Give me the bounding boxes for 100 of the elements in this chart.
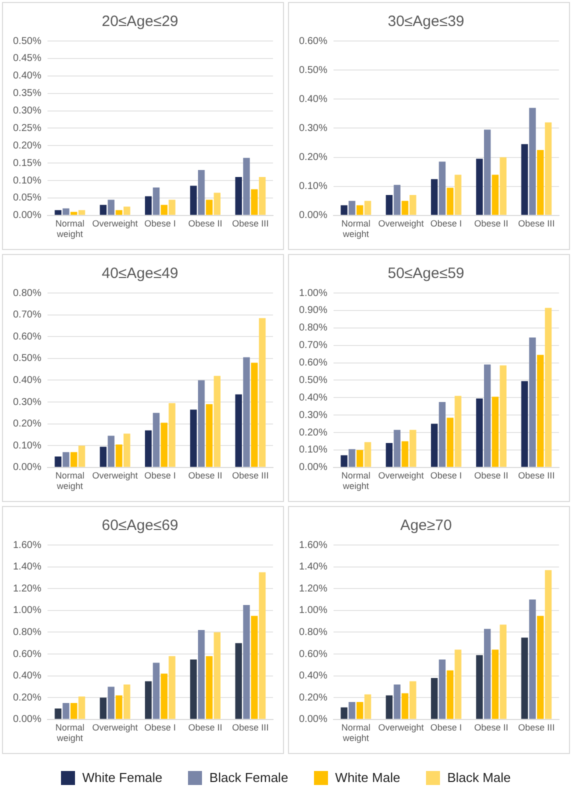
bar (537, 616, 544, 719)
x-tick-label: Obese III (232, 218, 269, 228)
bar (70, 452, 78, 467)
bar (190, 659, 197, 719)
x-tick-label: Normal weight (55, 218, 84, 240)
bar (243, 604, 250, 719)
bar (484, 628, 491, 719)
x-tick-label: Obese II (188, 722, 222, 732)
y-tick-label: 0.40% (298, 94, 328, 105)
bar (78, 210, 86, 215)
bar (235, 177, 242, 215)
bar (243, 158, 250, 215)
y-tick-label: 0.60% (298, 358, 328, 369)
bar (394, 184, 400, 215)
x-tick-label: Obese II (474, 722, 508, 732)
bar (356, 702, 364, 719)
chart-title: 20≤Age≤29 (102, 13, 178, 30)
bar (116, 444, 122, 467)
bar (152, 662, 160, 719)
y-tick-label: 0.15% (12, 158, 42, 169)
x-tick-label: Normal weight (341, 722, 370, 744)
y-tick-label: 0.20% (298, 427, 328, 438)
bar (78, 446, 86, 467)
x-tick-label: Normal weight (341, 470, 370, 492)
bar (168, 403, 176, 467)
x-tick-label: Overweight (92, 218, 138, 228)
y-tick-label: 0.40% (12, 70, 42, 82)
chart-title: 40≤Age≤49 (102, 265, 178, 282)
y-tick-label: 0.90% (298, 305, 328, 316)
bar (116, 695, 122, 719)
bar (160, 204, 168, 215)
bar (454, 650, 462, 719)
bar (258, 318, 266, 467)
y-tick-label: 0.40% (12, 374, 42, 386)
bar (386, 442, 393, 467)
y-tick-label: 0.50% (298, 374, 328, 386)
x-tick-label: Obese II (188, 218, 222, 228)
bar (70, 703, 78, 719)
y-tick-label: 0.40% (298, 670, 328, 682)
bar (124, 206, 130, 215)
x-tick-label: Obese I (430, 722, 462, 732)
y-tick-label: 0.45% (12, 53, 42, 64)
bar (206, 404, 213, 467)
bar (430, 424, 438, 467)
bar (251, 362, 258, 467)
y-tick-label: 0.00% (12, 714, 42, 726)
x-tick-label: Obese I (144, 218, 176, 228)
bar (521, 144, 528, 215)
bar (500, 157, 507, 215)
chart-title: 60≤Age≤69 (102, 517, 178, 534)
bar (484, 130, 491, 215)
y-tick-label: 1.40% (298, 562, 328, 573)
y-tick-label: 0.50% (298, 64, 328, 76)
x-tick-label: Overweight (92, 722, 138, 732)
bar (168, 656, 176, 719)
bar (529, 108, 536, 215)
bar (410, 430, 416, 467)
y-tick-label: 0.50% (12, 36, 42, 47)
y-tick-label: 0.40% (298, 392, 328, 404)
y-tick-label: 0.00% (12, 210, 42, 222)
chart-title: 50≤Age≤59 (388, 265, 464, 282)
y-tick-label: 0.20% (298, 692, 328, 704)
y-tick-label: 0.60% (12, 331, 42, 342)
bar (144, 196, 152, 215)
x-tick-label: Normal weight (55, 470, 84, 492)
y-tick-label: 0.40% (12, 670, 42, 682)
bar (446, 670, 454, 719)
y-tick-label: 0.30% (12, 106, 42, 117)
y-tick-label: 0.20% (298, 152, 328, 164)
x-tick-label: Normal weight (55, 722, 84, 744)
legend-label: Black Male (447, 770, 511, 785)
bar (198, 170, 205, 215)
bar (144, 430, 152, 467)
y-tick-label: 0.20% (12, 418, 42, 430)
bar (521, 638, 528, 719)
y-tick-label: 0.10% (298, 181, 328, 192)
bar (521, 381, 528, 467)
bar (160, 422, 168, 467)
y-tick-label: 0.60% (298, 648, 328, 660)
bar (402, 693, 408, 719)
bar (206, 200, 213, 215)
bar (386, 695, 393, 719)
bar (438, 162, 446, 215)
y-tick-label: 0.70% (298, 340, 328, 352)
bar (258, 177, 266, 215)
bar (340, 455, 348, 467)
y-tick-label: 0.80% (298, 322, 328, 334)
y-tick-label: 0.80% (298, 626, 328, 638)
bar (190, 410, 197, 467)
x-tick-label: Overweight (378, 218, 424, 228)
bar (394, 430, 400, 467)
bar (446, 188, 454, 215)
bar (54, 210, 62, 215)
bar (116, 210, 122, 215)
bar (348, 449, 356, 467)
bar (54, 456, 62, 467)
x-tick-label: Obese I (144, 470, 176, 480)
bar (70, 212, 78, 215)
bar (492, 650, 499, 719)
bar (160, 674, 168, 719)
